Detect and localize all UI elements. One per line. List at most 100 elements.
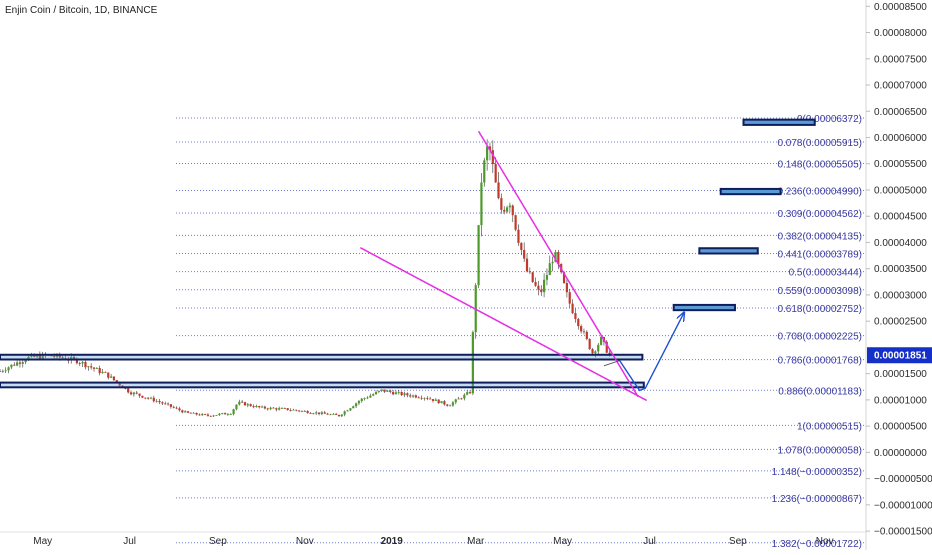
candle-body <box>417 397 420 399</box>
candle-body <box>562 272 566 284</box>
candle-body <box>166 403 170 405</box>
channel-line[interactable] <box>477 130 639 398</box>
projection-drift <box>603 360 620 367</box>
price-tick-label: 0.00001000 <box>874 395 927 406</box>
candle-body <box>608 352 611 355</box>
candle-body <box>295 409 298 411</box>
fib-level-label: 1.148(−0.00000352) <box>772 467 862 478</box>
candle-body <box>599 337 603 345</box>
candle-body <box>81 361 84 364</box>
candle-body <box>340 414 343 417</box>
target-box[interactable] <box>742 118 816 126</box>
candle-body <box>420 397 423 399</box>
price-tick-label: 0.00005000 <box>874 185 927 196</box>
candle-body <box>463 394 466 399</box>
candle-body <box>392 392 395 395</box>
candle-body <box>443 401 446 405</box>
price-tick-label: 0.00001500 <box>874 369 927 380</box>
candle-body <box>266 408 269 410</box>
price-tick-label: 0.00006000 <box>874 133 927 144</box>
candle-body <box>383 389 386 392</box>
candle-body <box>184 411 187 413</box>
candle-body <box>223 413 227 415</box>
price-tick-label: 0.00004500 <box>874 212 927 223</box>
support-zone[interactable] <box>0 381 645 389</box>
candle-body <box>61 357 64 359</box>
price-tick-label: 0.00007000 <box>874 81 927 92</box>
candle-body <box>574 313 577 319</box>
candle-body <box>551 261 554 264</box>
candle-body <box>312 413 315 415</box>
candle-body <box>41 353 44 359</box>
candle-body <box>186 411 190 413</box>
candle-body <box>53 356 56 357</box>
chart-title: Enjin Coin / Bitcoin, 1D, BINANCE <box>5 5 158 16</box>
candle-body <box>477 225 480 286</box>
candle-body <box>72 356 76 359</box>
channel-line[interactable] <box>360 247 648 402</box>
candle-body <box>588 338 591 350</box>
candle-body <box>577 318 580 327</box>
candle-body <box>206 414 210 416</box>
candle-body <box>457 398 460 400</box>
candle-body <box>460 398 463 400</box>
candle-body <box>323 412 326 414</box>
price-axis[interactable]: 0.00008500 0.00008000 0.00007500 0.00007000… <box>866 2 932 538</box>
candle-body <box>431 399 435 401</box>
candle-body <box>226 414 229 416</box>
candle-body <box>568 292 571 304</box>
candle-body <box>494 164 497 183</box>
candle-body <box>372 394 375 396</box>
fib-level-label: 1.078(0.00000058) <box>777 445 862 456</box>
fibonacci-levels: 0(0.00006372) 0.078(0.00005915) 0.148(0.00… <box>176 114 866 550</box>
candle-body <box>292 409 295 411</box>
candle-body <box>289 410 292 411</box>
candle-body <box>286 408 289 411</box>
candle-body <box>488 146 492 151</box>
candle-body <box>531 272 534 282</box>
time-axis[interactable]: May Jul Sep Nov 2019 Mar May Jul Sep Nov <box>33 536 833 547</box>
support-zone[interactable] <box>0 353 644 361</box>
time-tick-label: Sep <box>729 536 747 547</box>
target-box[interactable] <box>719 187 782 196</box>
price-tick-label: 0.00008500 <box>874 2 927 13</box>
candle-body <box>317 412 321 414</box>
candle-body <box>241 401 244 403</box>
target-box[interactable] <box>672 303 736 312</box>
candle-body <box>332 413 335 415</box>
price-tick-label: 0.00007500 <box>874 54 927 65</box>
candle-body <box>545 275 549 280</box>
candle-body <box>135 392 138 394</box>
candle-body <box>149 397 153 399</box>
fib-level-label: 0.559(0.00003098) <box>777 286 862 297</box>
candle-body <box>397 391 400 393</box>
candle-body <box>181 410 184 413</box>
candle-body <box>386 390 389 392</box>
candle-body <box>209 415 212 417</box>
candle-body <box>1 370 4 372</box>
candle-body <box>275 408 278 410</box>
candle-body <box>585 331 588 339</box>
candle-body <box>258 405 261 408</box>
candle-body <box>18 362 22 364</box>
candle-body <box>320 412 324 414</box>
candle-body <box>221 413 224 414</box>
candle-body <box>246 404 249 406</box>
candle-body <box>107 372 110 378</box>
target-box[interactable] <box>698 247 759 255</box>
candle-body <box>582 331 586 333</box>
projection-arrow[interactable] <box>619 313 684 392</box>
candle-body <box>147 397 150 399</box>
candle-body <box>434 399 437 401</box>
candle-body <box>540 289 543 293</box>
candle-body <box>389 390 392 393</box>
candle-body <box>591 349 594 354</box>
candle-body <box>497 182 500 199</box>
candle-body <box>195 412 198 415</box>
candle-body <box>315 412 318 414</box>
price-tick-label: 0.00000500 <box>874 422 927 433</box>
candle-body <box>238 401 241 405</box>
fib-level-label: 0.886(0.00001183) <box>778 386 862 397</box>
candle-body <box>132 392 135 395</box>
candle-body <box>235 404 238 410</box>
